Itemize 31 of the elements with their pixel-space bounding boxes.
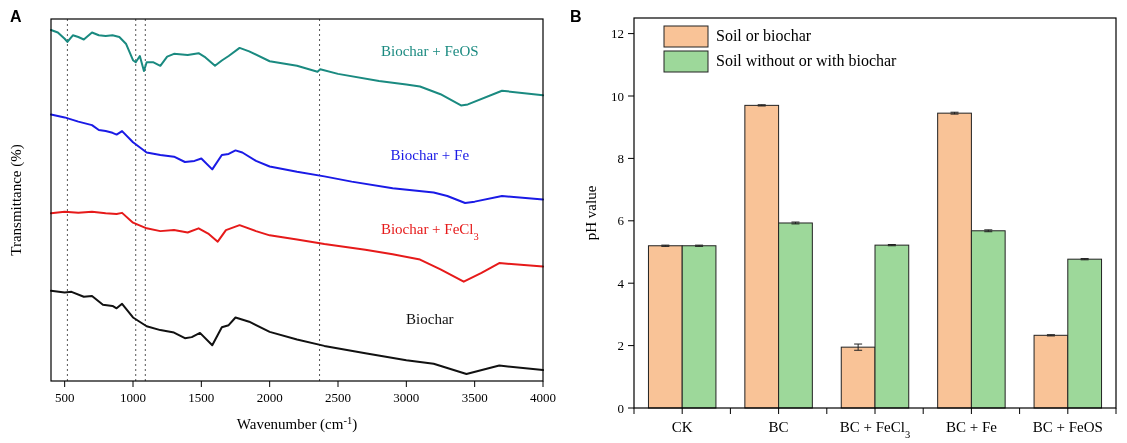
- x-tick-label: 1000: [120, 390, 146, 405]
- y-axis-title: Transmittance (%): [8, 144, 25, 256]
- x-tick-label: BC + Fe: [945, 419, 998, 435]
- x-tick-label: CK: [671, 419, 693, 435]
- y-axis-title: pH value: [583, 185, 599, 241]
- series-label: Biochar + FeOS: [381, 42, 479, 59]
- y-tick-label: 12: [611, 26, 624, 42]
- y-tick-label: 6: [617, 213, 625, 229]
- y-tick-label: 8: [617, 150, 624, 166]
- text: Biochar: [406, 310, 454, 327]
- x-tick-label: 1500: [188, 390, 215, 405]
- x-tick-label: 4000: [530, 390, 556, 405]
- y-tick-label: 0: [617, 400, 624, 416]
- x-tick-label: 500: [54, 390, 75, 405]
- x-tick-label: BC + FeOS: [1032, 419, 1103, 435]
- x-tick-label: BC + FeCl$_{3}$: [839, 419, 911, 440]
- series-label: Biochar + Fe: [390, 147, 470, 164]
- chart-title: B: [570, 8, 582, 25]
- x-tick-label: 2500: [325, 390, 351, 405]
- y-tick-label: 10: [611, 88, 624, 104]
- y-tick-label: 4: [617, 275, 625, 291]
- x-tick-label: 3500: [461, 390, 488, 405]
- legend-label: Soil without or with biochar: [716, 52, 898, 69]
- x-axis-title: Wavenumber (cm$^{-1}$): [236, 414, 358, 433]
- x-tick-label: BC: [768, 419, 789, 435]
- x-tick-label: 3000: [393, 390, 420, 405]
- legend-label: Soil or biochar: [716, 27, 812, 44]
- series-label: Biochar + FeCl$_{3}$: [380, 220, 479, 242]
- y-tick-label: 2: [617, 338, 624, 354]
- x-tick-label: 2000: [256, 390, 283, 405]
- chart-title: A: [10, 8, 22, 25]
